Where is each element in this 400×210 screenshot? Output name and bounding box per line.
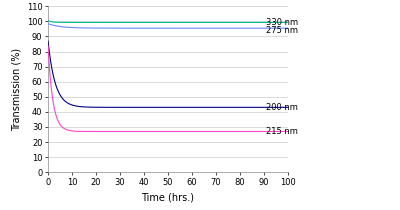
Text: 200 nm: 200 nm [266,103,298,112]
Text: 330 nm: 330 nm [266,18,298,27]
Text: 215 nm: 215 nm [266,127,298,136]
Text: 275 nm: 275 nm [266,26,298,35]
Y-axis label: Transmission (%): Transmission (%) [11,48,21,131]
X-axis label: Time (hrs.): Time (hrs.) [142,192,194,202]
